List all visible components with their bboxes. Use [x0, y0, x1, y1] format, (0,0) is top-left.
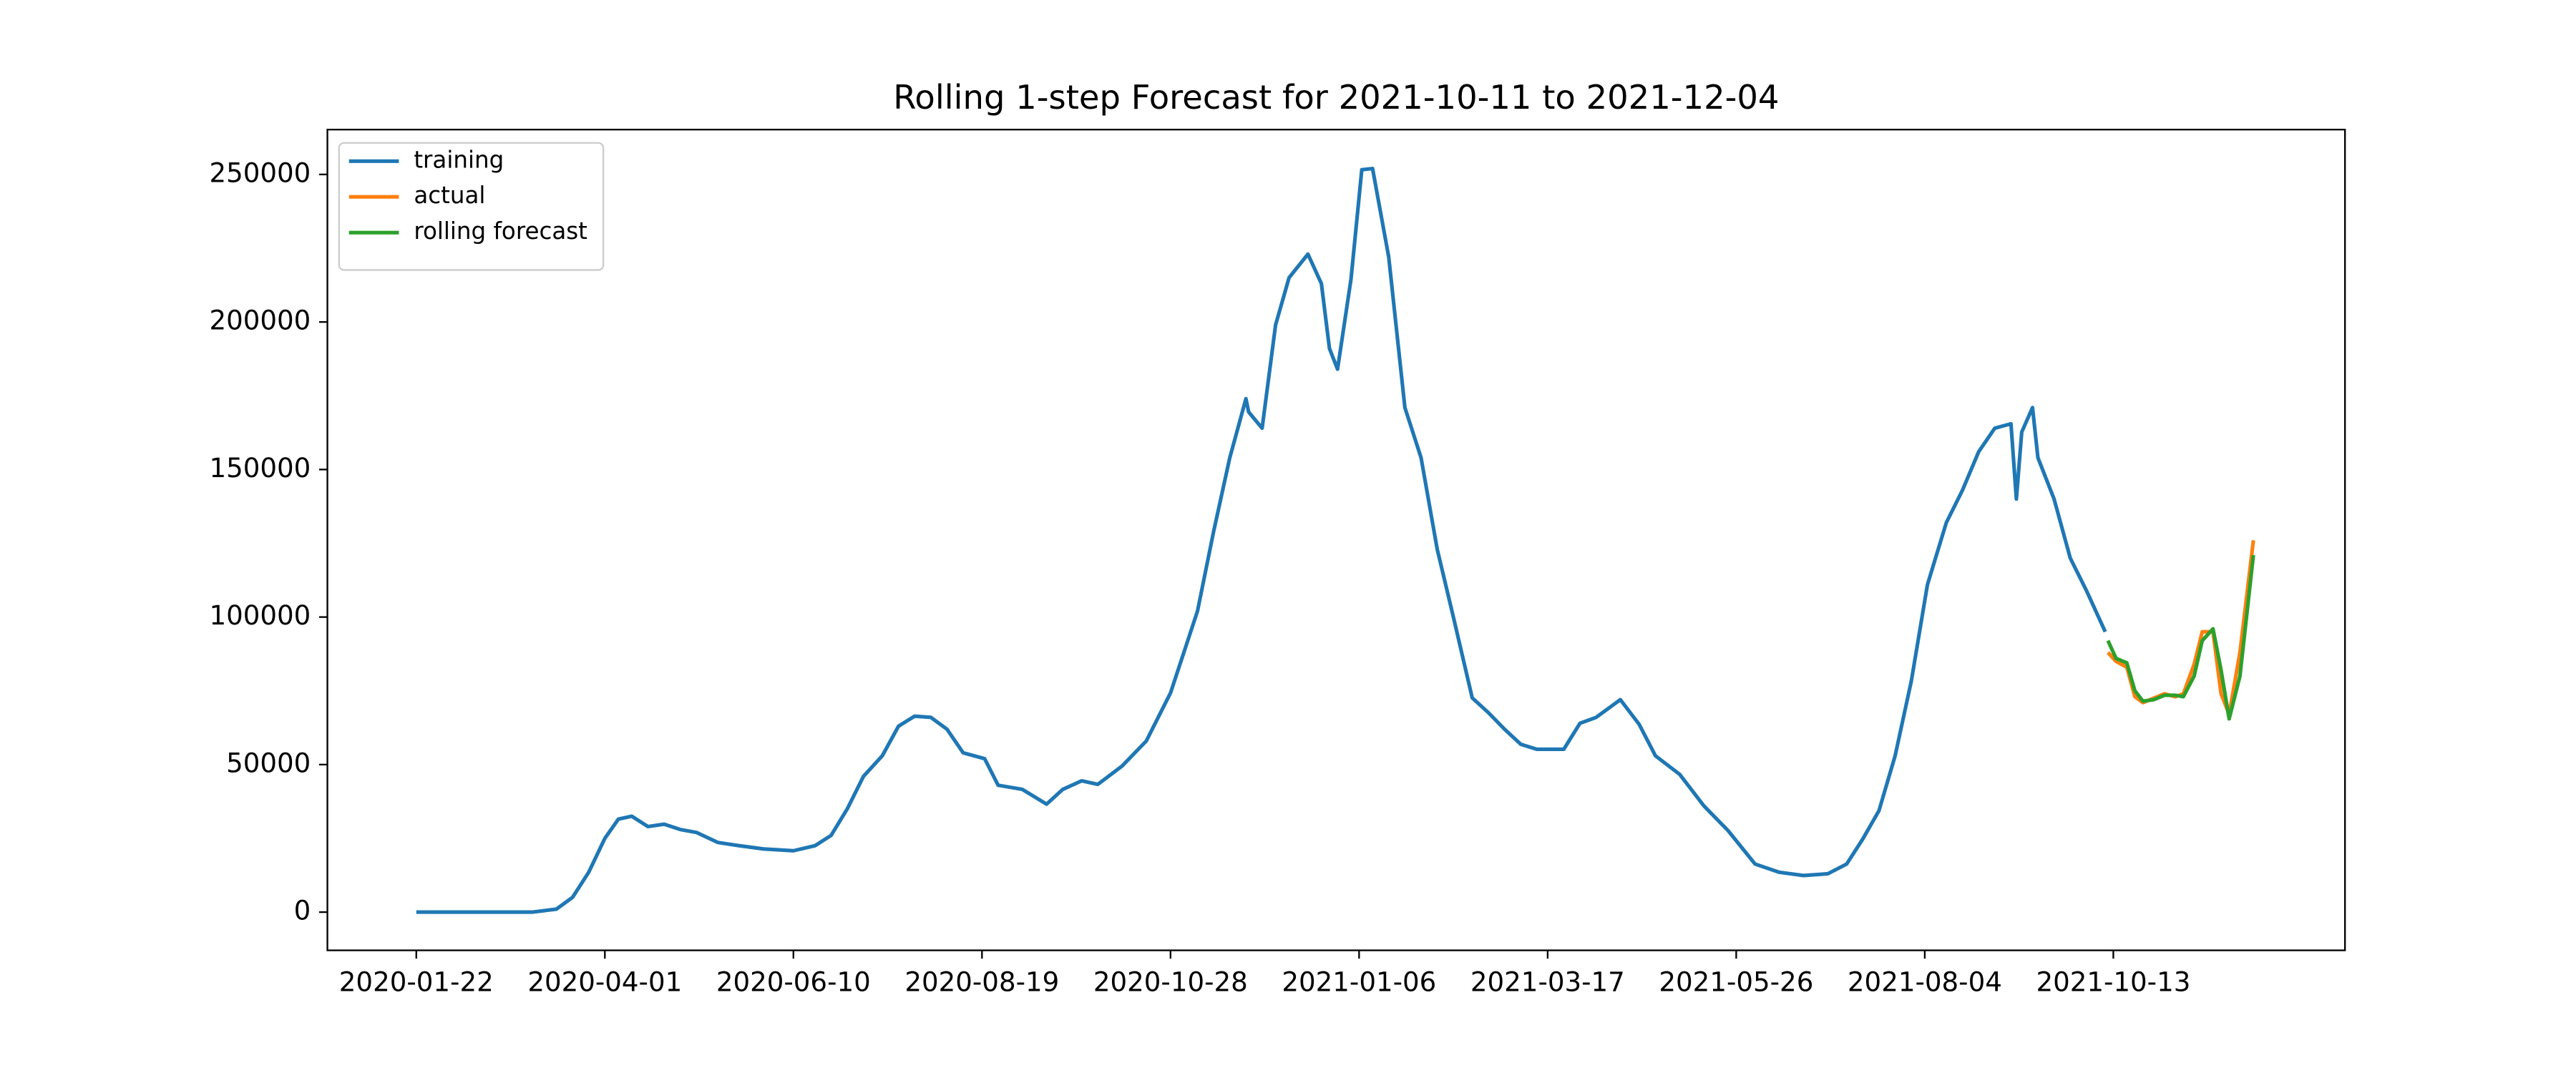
x-tick-label: 2020-10-28: [1093, 966, 1248, 997]
y-tick-label: 50000: [226, 748, 311, 778]
x-tick-label: 2020-06-10: [716, 966, 871, 997]
legend-label: actual: [414, 182, 485, 209]
legend-box: [338, 142, 605, 271]
chart-title: Rolling 1-step Forecast for 2021-10-11 t…: [893, 78, 1779, 117]
plot-frame: [326, 129, 2346, 951]
x-tick-label: 2021-01-06: [1282, 966, 1436, 997]
y-tick-label: 150000: [209, 453, 311, 484]
x-tick-label: 2020-04-01: [527, 966, 682, 997]
x-tick-label: 2021-03-17: [1470, 966, 1625, 997]
x-tick-label: 2020-01-22: [339, 966, 494, 997]
legend: training actual rolling forecast: [338, 142, 605, 271]
y-tick-label: 100000: [209, 600, 311, 631]
x-tick-label: 2021-10-13: [2036, 966, 2190, 997]
x-tick-label: 2021-08-04: [1848, 966, 2002, 997]
y-tick-label: 0: [294, 896, 311, 926]
legend-label: training: [414, 146, 504, 173]
y-tick-label: 250000: [209, 157, 311, 188]
series-line: [2106, 554, 2255, 721]
x-tick-label: 2020-08-19: [904, 966, 1059, 997]
y-tick-label: 200000: [209, 305, 311, 336]
legend-label: rolling forecast: [414, 217, 587, 245]
x-tick-label: 2021-05-26: [1659, 966, 1813, 997]
series-line: [416, 167, 2107, 914]
